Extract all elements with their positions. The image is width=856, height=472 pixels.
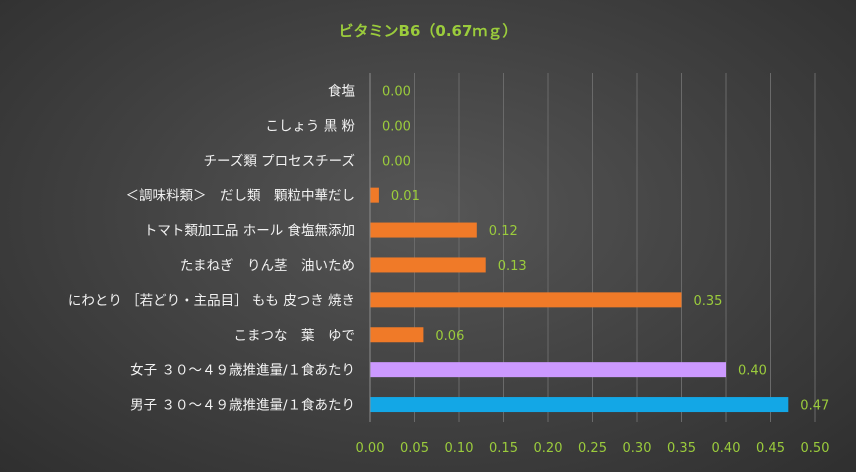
category-label: こまつな 葉 ゆで [234, 328, 356, 344]
x-tick-label: 0.45 [756, 441, 785, 456]
category-label: 食塩 [328, 82, 355, 99]
category-label: チーズ類 プロセスチーズ [204, 153, 355, 169]
x-tick-label: 0.50 [801, 441, 830, 456]
category-label: ＜調味料類＞ だし類 顆粒中華だし [126, 188, 356, 204]
data-label: 0.00 [382, 154, 411, 169]
bar [370, 187, 379, 203]
bar [370, 362, 726, 378]
x-tick-label: 0.10 [445, 441, 474, 456]
data-label: 0.35 [694, 294, 723, 309]
category-label: たまねぎ りん茎 油いため [180, 258, 355, 274]
category-label: トマト類加工品 ホール 食塩無添加 [144, 222, 355, 239]
x-tick-label: 0.05 [400, 441, 429, 456]
data-label: 0.40 [738, 364, 767, 379]
x-tick-label: 0.15 [489, 441, 518, 456]
data-label: 0.06 [435, 329, 464, 344]
data-label: 0.13 [498, 259, 527, 274]
category-label: 男子 ３０～４９歳推進量/１食あたり [130, 397, 355, 414]
gridlines [414, 73, 816, 422]
x-tick-label: 0.20 [534, 441, 563, 456]
chart-title: ビタミンB6（0.67ｍｇ） [339, 22, 518, 41]
data-label: 0.01 [391, 189, 420, 204]
x-tick-label: 0.00 [356, 441, 385, 456]
data-label: 0.12 [489, 224, 518, 239]
x-tick-label: 0.30 [623, 441, 652, 456]
bar [370, 222, 477, 238]
x-tick-label: 0.25 [578, 441, 607, 456]
category-label: こしょう 黒 粉 [265, 118, 355, 134]
x-tick-label: 0.35 [667, 441, 696, 456]
bar [370, 397, 789, 413]
labels: 0.00 0.05 0.10 0.15 0.20 0.25 0.30 0.35 0.40 0.45… [68, 82, 830, 456]
bar [370, 257, 486, 273]
data-label: 0.47 [800, 399, 829, 414]
category-label: にわとり ［若どり・主品目］ もも 皮つき 焼き [68, 293, 355, 309]
bars [370, 187, 789, 413]
category-label: 女子 ３０～４９歳推進量/１食あたり [130, 362, 355, 379]
data-label: 0.00 [382, 119, 411, 134]
bar [370, 327, 424, 343]
x-tick-label: 0.40 [712, 441, 741, 456]
data-label: 0.00 [382, 84, 411, 99]
bar [370, 292, 682, 308]
